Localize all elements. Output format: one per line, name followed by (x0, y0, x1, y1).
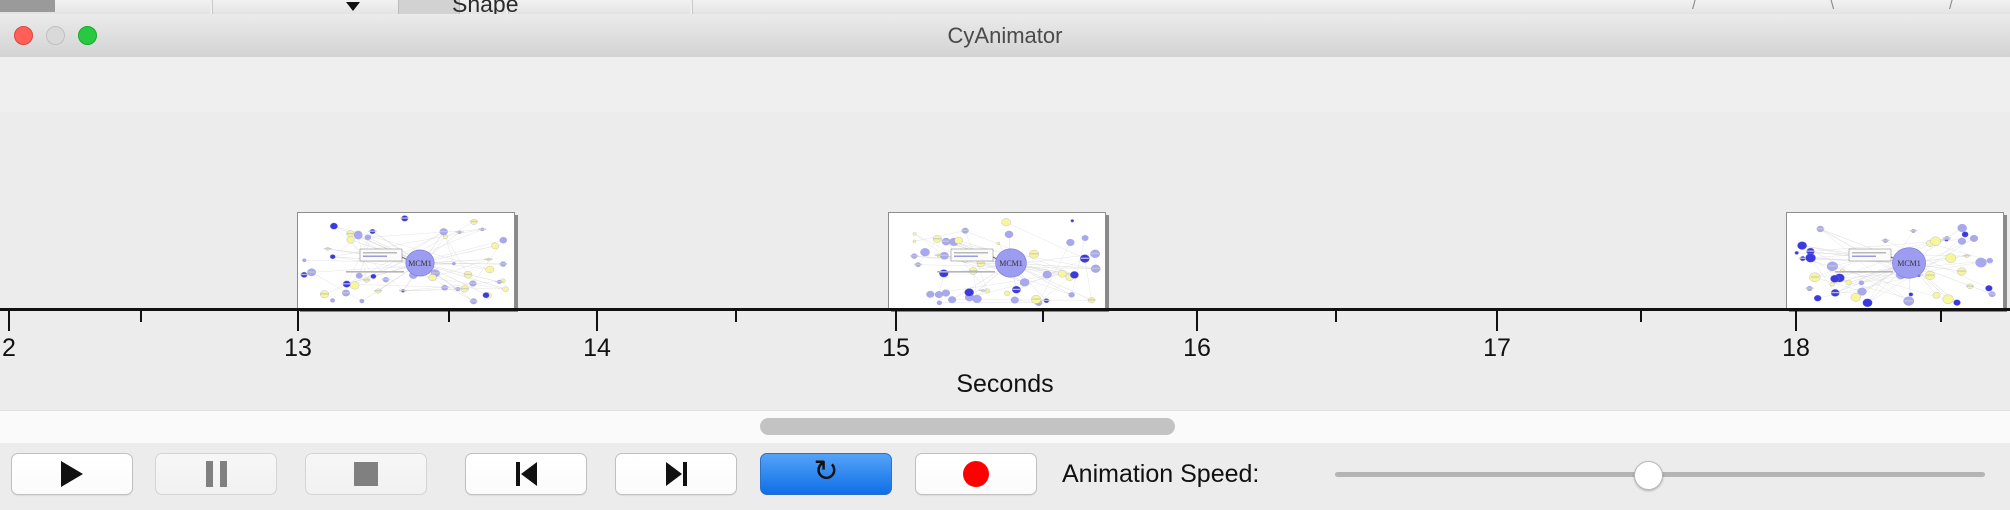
timeline-frame-thumbnail[interactable]: MCM1 (297, 212, 515, 309)
axis-tick (448, 311, 450, 322)
frame-strip: MCM1 MCM1 MCM1 (0, 112, 2010, 310)
scrollbar-thumb[interactable] (760, 418, 1175, 435)
stop-icon (354, 462, 378, 486)
timeline-frame-thumbnail[interactable]: MCM1 (888, 212, 1106, 309)
close-button[interactable] (14, 26, 33, 45)
axis-tick-label: 16 (1183, 334, 1211, 362)
axis-tick (895, 311, 897, 331)
sort-arrow-icon: / (1692, 0, 1697, 13)
timeline-frame-thumbnail[interactable]: MCM1 (1786, 212, 2004, 309)
axis-tick-label: 2 (2, 334, 16, 362)
title-bar: CyAnimator (0, 14, 2010, 58)
sort-arrow-icon: \ (1830, 0, 1835, 13)
background-divider (210, 0, 213, 14)
loop-button[interactable]: ↻ (760, 453, 892, 495)
timeline-panel[interactable]: MCM1 MCM1 MCM1 2 13 14 15 16 17 18 Seconds (0, 112, 2010, 410)
axis-tick-label: 18 (1782, 334, 1810, 362)
axis-tick-label: 14 (583, 334, 611, 362)
background-divider (506, 0, 509, 14)
animation-speed-label: Animation Speed: (1062, 460, 1260, 488)
skip-forward-button[interactable] (615, 453, 737, 495)
play-button[interactable] (11, 453, 133, 495)
axis-tick (735, 311, 737, 322)
background-window-label: Shape (452, 0, 519, 15)
axis-tick (1335, 311, 1337, 322)
axis-line (0, 308, 2010, 311)
axis-tick-label: 15 (882, 334, 910, 362)
axis-tick-label: 13 (284, 334, 312, 362)
axis-tick (1940, 311, 1942, 322)
background-selected-tab (398, 0, 460, 14)
skip-back-button[interactable] (465, 453, 587, 495)
sort-arrow-icon: / (1949, 0, 1954, 13)
background-divider (690, 0, 693, 14)
skip-back-icon (515, 462, 537, 486)
stop-button[interactable] (305, 453, 427, 495)
background-caret-icon (346, 2, 360, 11)
axis-tick (1196, 311, 1198, 331)
play-icon (61, 461, 83, 487)
frame-toolbar: ✚ Clear All Frames (0, 57, 2010, 154)
axis-tick (297, 311, 299, 331)
horizontal-scrollbar[interactable] (0, 410, 2010, 444)
axis-title: Seconds (956, 370, 1054, 398)
skip-forward-icon (665, 462, 687, 486)
svg-text:MCM1: MCM1 (999, 259, 1023, 268)
window-controls (14, 26, 97, 45)
axis-tick (1496, 311, 1498, 331)
slider-thumb[interactable] (1634, 461, 1663, 490)
loop-icon: ↻ (813, 454, 839, 489)
svg-text:MCM1: MCM1 (408, 259, 432, 268)
background-dark-tab (0, 0, 55, 12)
pause-button[interactable] (155, 453, 277, 495)
window-title: CyAnimator (947, 23, 1063, 48)
axis-tick (1042, 311, 1044, 322)
svg-text:MCM1: MCM1 (1897, 259, 1921, 268)
background-window: Shape / \ / (0, 0, 2010, 15)
playback-toolbar: ↻ Animation Speed: (0, 443, 2010, 510)
maximize-button[interactable] (78, 26, 97, 45)
animation-speed-slider[interactable] (1335, 453, 1985, 495)
minimize-button[interactable] (46, 26, 65, 45)
timeline-axis: 2 13 14 15 16 17 18 Seconds (0, 308, 2010, 410)
pause-icon (205, 461, 227, 487)
axis-tick (1795, 311, 1797, 331)
axis-tick (1640, 311, 1642, 322)
axis-tick (596, 311, 598, 331)
record-button[interactable] (915, 453, 1037, 495)
axis-tick (8, 311, 10, 331)
record-icon (963, 461, 989, 487)
axis-tick-label: 17 (1483, 334, 1511, 362)
axis-tick (140, 311, 142, 322)
